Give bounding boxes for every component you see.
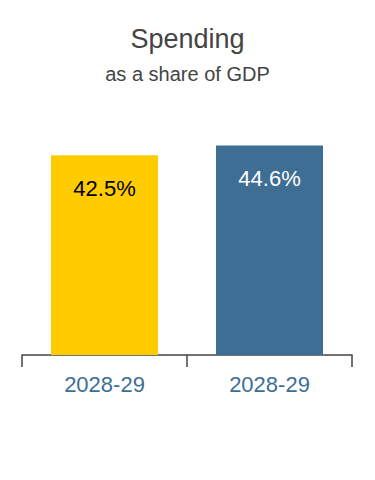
svg-text:Spending: Spending [130, 24, 244, 54]
svg-text:2028-29: 2028-29 [229, 372, 310, 397]
svg-text:42.5%: 42.5% [73, 176, 135, 201]
svg-text:as a share of GDP: as a share of GDP [105, 63, 270, 85]
svg-text:44.6%: 44.6% [238, 166, 300, 191]
svg-text:2028-29: 2028-29 [64, 372, 145, 397]
